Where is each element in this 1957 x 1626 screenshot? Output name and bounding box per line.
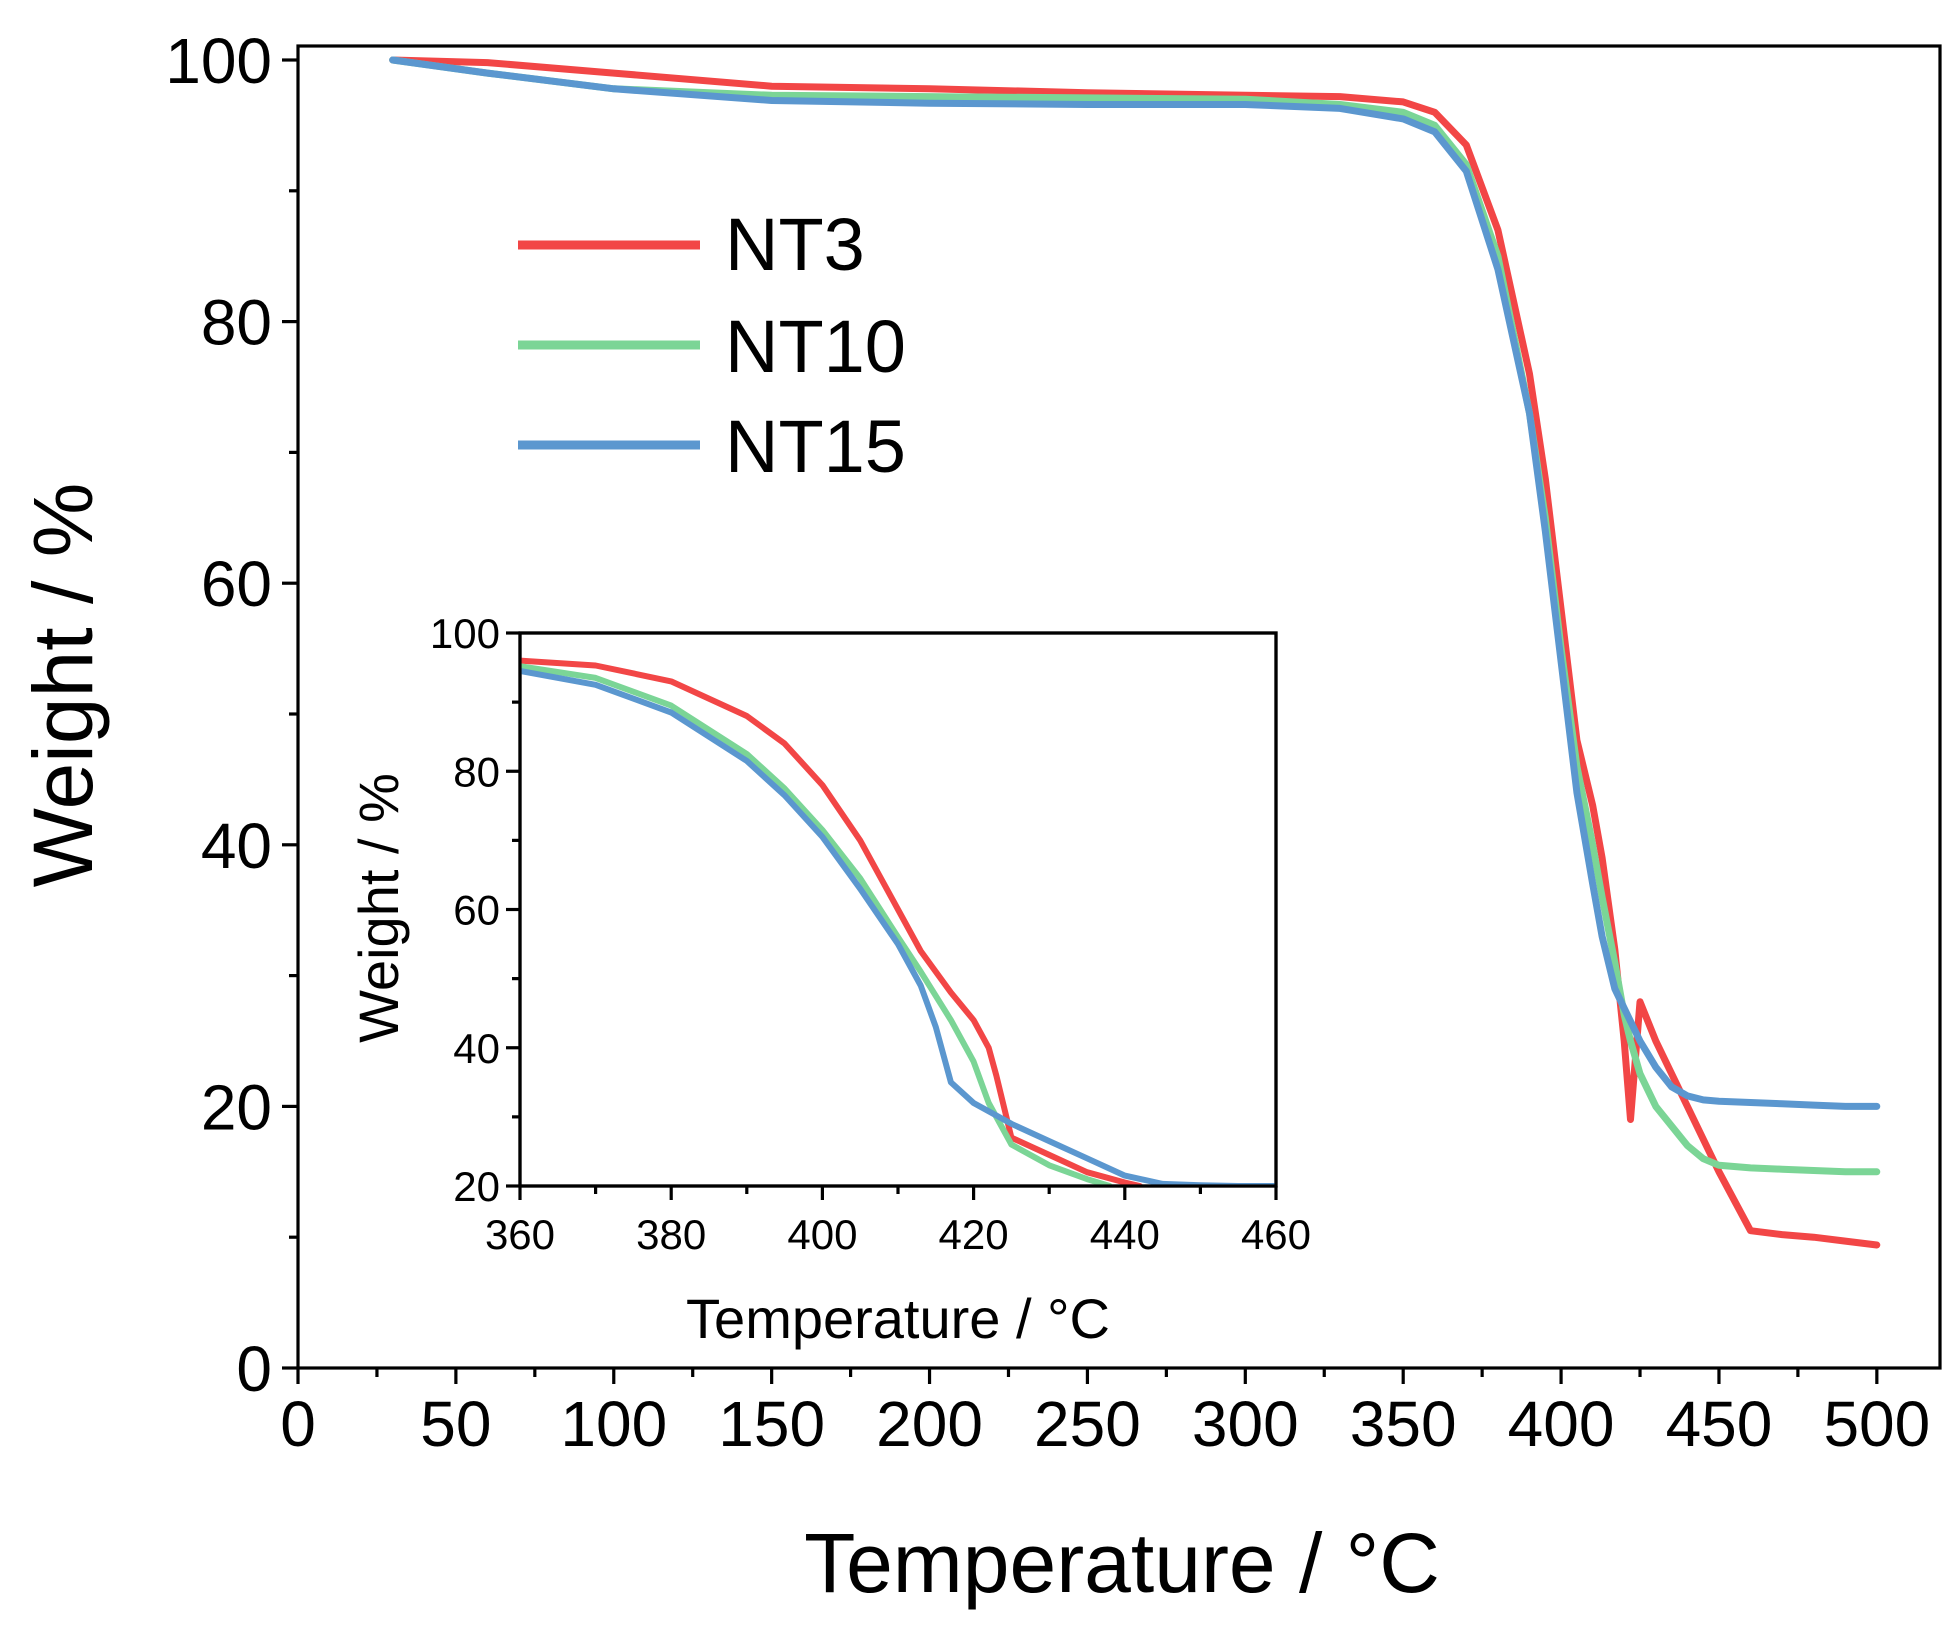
legend: NT3 NT10 NT15 [518, 203, 906, 488]
inset-y-tick-label: 40 [453, 1025, 500, 1072]
main-y-tick-label: 60 [201, 548, 272, 620]
main-y-tick-label: 0 [236, 1333, 272, 1405]
inset-series-group [520, 657, 1276, 1186]
inset-axis-ticks [506, 631, 1278, 1200]
main-y-tick-label: 80 [201, 287, 272, 359]
inset-x-tick-label: 400 [787, 1211, 857, 1258]
inset-x-tick-label: 420 [939, 1211, 1009, 1258]
inset-x-axis-label: Temperature / °C [686, 1287, 1110, 1350]
inset-series-nt15 [520, 668, 1276, 1186]
legend-label-nt15: NT15 [725, 405, 906, 488]
main-series-nt3 [389, 56, 1881, 1249]
inset-x-tick-label: 440 [1090, 1211, 1160, 1258]
inset-series-nt3 [520, 657, 1143, 1186]
main-x-tick-label: 350 [1350, 1388, 1457, 1460]
inset-series-nt10 [520, 663, 1113, 1186]
inset-y-tick-label: 80 [453, 748, 500, 795]
main-tick-labels: 0 50 100 150 200 250 300 350 400 450 500 0 20 40 60 80 1… [165, 25, 1930, 1460]
main-x-tick-label: 300 [1192, 1388, 1299, 1460]
main-series-nt15 [389, 56, 1881, 1110]
main-y-tick-label: 40 [201, 810, 272, 882]
main-x-axis-label: Temperature / °C [804, 1516, 1440, 1610]
main-x-tick-label: 50 [420, 1388, 491, 1460]
inset-y-tick-label: 60 [453, 887, 500, 934]
main-axis-ticks [282, 58, 1879, 1384]
main-x-tick-label: 400 [1508, 1388, 1615, 1460]
main-x-tick-label: 500 [1823, 1388, 1930, 1460]
main-x-tick-label: 0 [280, 1388, 316, 1460]
inset-x-tick-label: 360 [485, 1211, 555, 1258]
inset-y-axis-label: Weight / % [347, 773, 410, 1043]
inset-x-tick-label: 380 [636, 1211, 706, 1258]
inset-x-tick-label: 460 [1241, 1211, 1311, 1258]
main-y-tick-label: 100 [165, 25, 272, 97]
main-x-tick-label: 250 [1034, 1388, 1141, 1460]
main-x-tick-label: 450 [1666, 1388, 1773, 1460]
main-series-group [389, 56, 1881, 1249]
main-y-axis-label: Weight / % [16, 483, 110, 888]
inset-tick-labels: 360 380 400 420 440 460 20 40 60 80 100 [430, 610, 1311, 1258]
main-x-tick-label: 200 [876, 1388, 983, 1460]
legend-label-nt10: NT10 [725, 305, 906, 388]
main-x-tick-label: 150 [718, 1388, 825, 1460]
main-x-tick-label: 100 [560, 1388, 667, 1460]
inset-y-tick-label: 20 [453, 1163, 500, 1210]
main-y-tick-label: 20 [201, 1071, 272, 1143]
legend-label-nt3: NT3 [725, 203, 865, 286]
inset-y-tick-label: 100 [430, 610, 500, 657]
